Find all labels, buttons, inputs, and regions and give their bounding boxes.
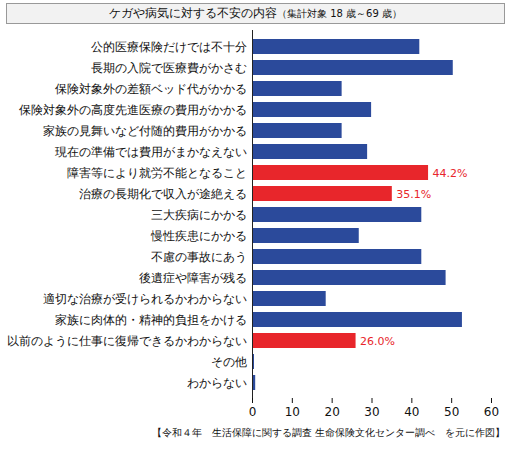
svg-text:後遺症や障害が残る: 後遺症や障害が残る (139, 271, 247, 285)
svg-text:家族の見舞いなど付随的費用がかかる: 家族の見舞いなど付随的費用がかかる (43, 124, 247, 138)
svg-text:26.0%: 26.0% (360, 335, 395, 348)
svg-text:治療の長期化で収入が途絶える: 治療の長期化で収入が途絶える (79, 187, 247, 201)
svg-text:障害等により就労不能となること: 障害等により就労不能となること (67, 166, 247, 180)
svg-text:現在の準備では費用がまかなえない: 現在の準備では費用がまかなえない (55, 145, 247, 159)
svg-text:わからない: わからない (187, 376, 247, 390)
svg-text:慢性疾患にかかる: 慢性疾患にかかる (150, 229, 247, 243)
svg-text:その他: その他 (211, 355, 247, 369)
svg-text:不慮の事故にあう: 不慮の事故にあう (151, 250, 247, 264)
html-text:【令和４年 生活保障に関する調査 生命保険文化センター調べ: 【令和４年 生活保障に関する調査 生命保険文化センター調べ を元に作図】 (151, 427, 505, 438)
svg-text:三大疾病にかかる: 三大疾病にかかる (151, 208, 247, 222)
svg-text:30: 30 (364, 405, 379, 419)
svg-text:0: 0 (249, 405, 257, 419)
svg-text:公的医療保険だけでは不十分: 公的医療保険だけでは不十分 (91, 40, 247, 54)
svg-text:50: 50 (444, 405, 459, 419)
svg-text:35.1%: 35.1% (396, 188, 431, 201)
svg-text:保険対象外の差額ベッド代がかかる: 保険対象外の差額ベッド代がかかる (55, 82, 247, 96)
svg-text:40: 40 (404, 405, 419, 419)
svg-text:44.2%: 44.2% (433, 167, 468, 180)
svg-text:20: 20 (325, 405, 340, 419)
svg-text:家族に肉体的・精神的負担をかける: 家族に肉体的・精神的負担をかける (55, 313, 247, 327)
svg-text:適切な治療が受けられるかわからない: 適切な治療が受けられるかわからない (43, 292, 247, 306)
html-text:ケガや病気に対する不安の内容（集計対象 18 歳～69 歳）: ケガや病気に対する不安の内容（集計対象 18 歳～69 歳） (109, 6, 402, 20)
svg-text:保険対象外の高度先進医療の費用がかかる: 保険対象外の高度先進医療の費用がかかる (19, 103, 247, 117)
svg-text:以前のように仕事に復帰できるかわからない: 以前のように仕事に復帰できるかわからない (7, 334, 247, 348)
svg-text:10: 10 (285, 405, 300, 419)
svg-text:長期の入院で医療費がかさむ: 長期の入院で医療費がかさむ (91, 61, 247, 75)
svg-text:60: 60 (484, 405, 499, 419)
